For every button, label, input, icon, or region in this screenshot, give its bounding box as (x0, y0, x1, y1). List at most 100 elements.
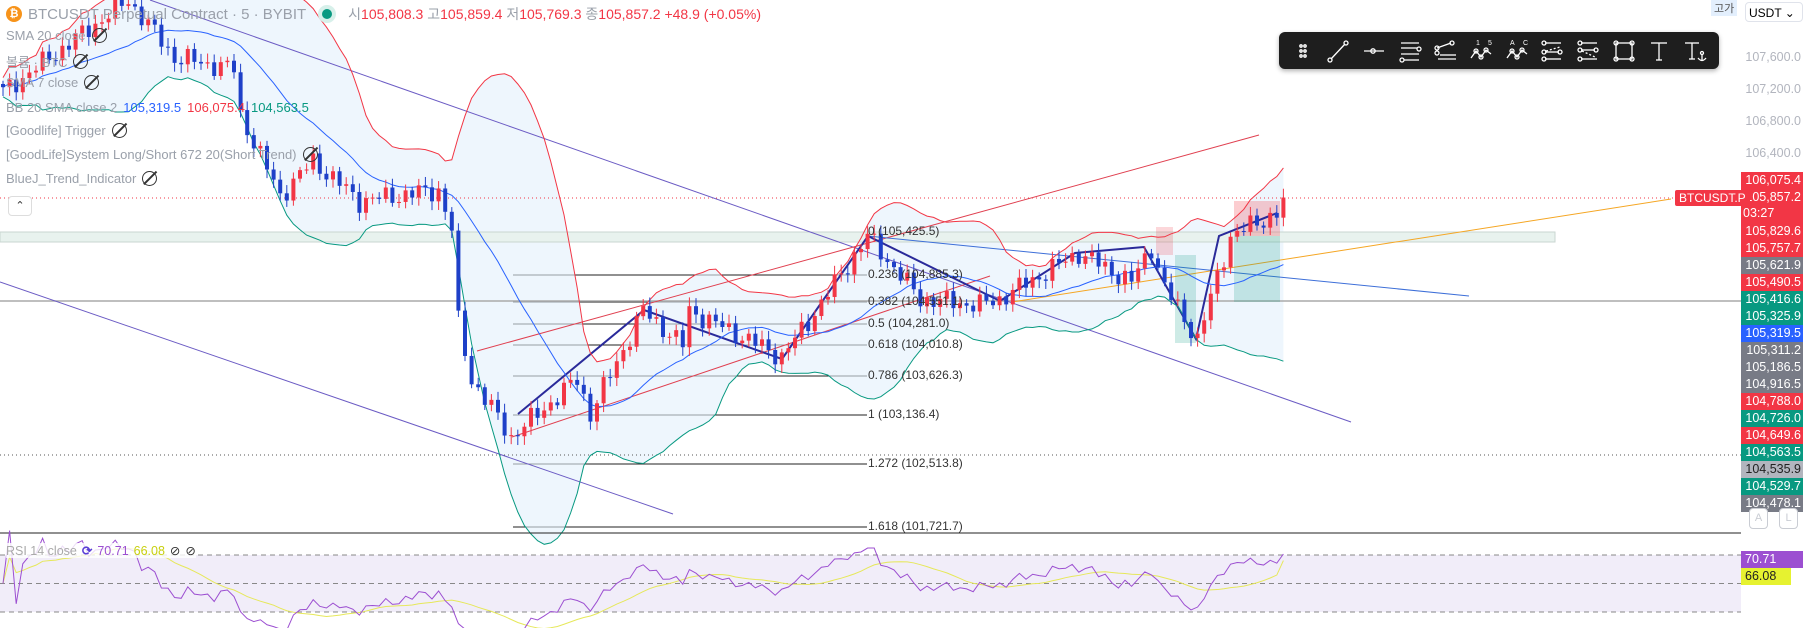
indicator-label[interactable]: [GoodLife]System Long/Short 672 20(Short… (6, 147, 297, 162)
horizontal-ray-icon[interactable] (1359, 37, 1389, 65)
candle-body (205, 62, 210, 64)
rectangle-icon[interactable] (1609, 37, 1639, 65)
candle-body (113, 0, 118, 19)
candle-body (350, 184, 355, 192)
candle-body (185, 48, 190, 65)
fib-extension-icon[interactable] (1573, 37, 1603, 65)
hidden-eye-icon[interactable] (142, 171, 158, 186)
fib-retracement-icon[interactable] (1430, 37, 1460, 65)
symbol-price-tag: BTCUSDT.P (1675, 190, 1750, 206)
indicator-legend[interactable]: [Goodlife] Trigger (6, 123, 127, 138)
candle-body (20, 78, 25, 93)
fib-level: 0.382 (868, 294, 899, 308)
trend-line-icon[interactable] (1323, 37, 1353, 65)
bitcoin-logo-icon: ₿ (6, 6, 22, 22)
candle-body (905, 272, 910, 281)
candle-body (1123, 270, 1127, 285)
candle-body (1070, 253, 1075, 262)
candle-body (826, 296, 830, 300)
fib-level-label: 1.272 (102,513.8) (868, 456, 963, 470)
log-scale-button[interactable]: L (1779, 508, 1798, 529)
price-label: 106,075.4 (1741, 172, 1803, 189)
candle-body (410, 190, 415, 198)
candle-body (984, 294, 989, 301)
candle-body (1043, 279, 1048, 281)
auto-scale-button[interactable]: A (1749, 508, 1768, 529)
candle-body (172, 46, 177, 63)
candle-body (1083, 256, 1088, 264)
refresh-icon[interactable]: ⟳ (81, 544, 93, 558)
candle-body (680, 330, 685, 348)
indicator-legend[interactable]: BB 20 SMA close 2 105,319.5 106,075.4 104,5… (6, 100, 309, 115)
hidden-eye-icon[interactable] (111, 123, 127, 138)
candle-body (383, 187, 388, 199)
collapse-legend-button[interactable]: ⌃ (8, 196, 32, 216)
indicator-label[interactable]: BlueJ_Trend_Indicator (6, 171, 137, 186)
price-chart[interactable] (0, 0, 1741, 628)
indicator-label[interactable]: 볼륨 · BTC (6, 55, 68, 70)
candle-body (720, 321, 725, 327)
candle-body (958, 303, 962, 309)
candle-body (674, 330, 679, 337)
indicator-label[interactable]: BB 20 SMA close 2 (6, 100, 118, 115)
candle-body (397, 201, 401, 203)
candle-body (100, 22, 104, 24)
price-tick: 107,600.0 (1745, 50, 1801, 65)
indicator-legend[interactable]: [GoodLife]System Long/Short 672 20(Short… (6, 147, 318, 162)
drag-handle-icon[interactable] (1288, 37, 1318, 65)
currency-dropdown[interactable]: USDT ⌄ (1745, 2, 1803, 22)
candle-body (1010, 289, 1015, 305)
candle-body (423, 185, 428, 188)
bollinger-lower (2, 76, 1284, 545)
text-icon[interactable] (1644, 37, 1674, 65)
candle-body (225, 60, 230, 63)
candle-body (555, 402, 560, 406)
parallel-channel-icon[interactable] (1395, 37, 1425, 65)
chevron-down-icon: ⌄ (1784, 6, 1795, 20)
candle-body (40, 51, 45, 71)
descending-channel-lower (0, 281, 674, 515)
candle-body (746, 333, 751, 341)
candle-body (67, 45, 71, 50)
indicator-legend[interactable]: SMA 20 close (6, 28, 107, 43)
fib-level-label: 0.618 (104,010.8) (868, 337, 963, 351)
price-label: 104,726.0 (1741, 410, 1803, 427)
rsi-label[interactable]: RSI 14 close (6, 543, 77, 558)
candle-body (1004, 296, 1009, 305)
candle-body (707, 314, 712, 329)
close-label: 종 (585, 6, 599, 22)
hidden-eye-icon[interactable] (84, 75, 100, 90)
indicator-label[interactable]: [Goodlife] Trigger (6, 123, 106, 138)
candle-body (832, 274, 837, 297)
hidden-icon[interactable]: ⊘ (185, 544, 196, 558)
fib-channel-icon[interactable] (1537, 37, 1567, 65)
svg-text:5: 5 (1488, 40, 1492, 47)
hidden-icon[interactable]: ⊘ (169, 544, 181, 558)
price-label-value: 104,726.0 (1745, 411, 1801, 425)
indicator-label[interactable]: SMA 20 close (6, 28, 86, 43)
bollinger-band-fill (3, 0, 1284, 545)
symbol-title[interactable]: BTCUSDT Perpetual Contract · 5 · BYBIT (28, 5, 307, 23)
price-label: 104,535.9 (1741, 461, 1803, 478)
candle-body (634, 316, 639, 347)
indicator-label[interactable]: SMA 7 close (6, 75, 79, 90)
candle-body (977, 294, 982, 312)
currency-value: USDT (1749, 6, 1782, 20)
indicator-legend[interactable]: 볼륨 · BTC (6, 52, 89, 71)
indicator-legend[interactable]: BlueJ_Trend_Indicator (6, 171, 158, 186)
price-axis[interactable]: 107,600.0 107,200.0 106,800.0 106,400.0 106,… (1741, 0, 1803, 628)
candle-body (456, 230, 461, 311)
candle-body (641, 306, 646, 317)
candle-body (1156, 258, 1160, 268)
hidden-eye-icon[interactable] (73, 54, 89, 69)
candle-body (997, 296, 1002, 306)
hidden-eye-icon[interactable] (91, 28, 107, 43)
anchored-text-icon[interactable] (1680, 37, 1710, 65)
candle-body (284, 193, 289, 201)
indicator-legend[interactable]: SMA 7 close (6, 75, 100, 90)
price-label: 105,490.5 (1741, 274, 1803, 291)
hidden-eye-icon[interactable] (302, 147, 318, 162)
candle-body (126, 4, 131, 6)
